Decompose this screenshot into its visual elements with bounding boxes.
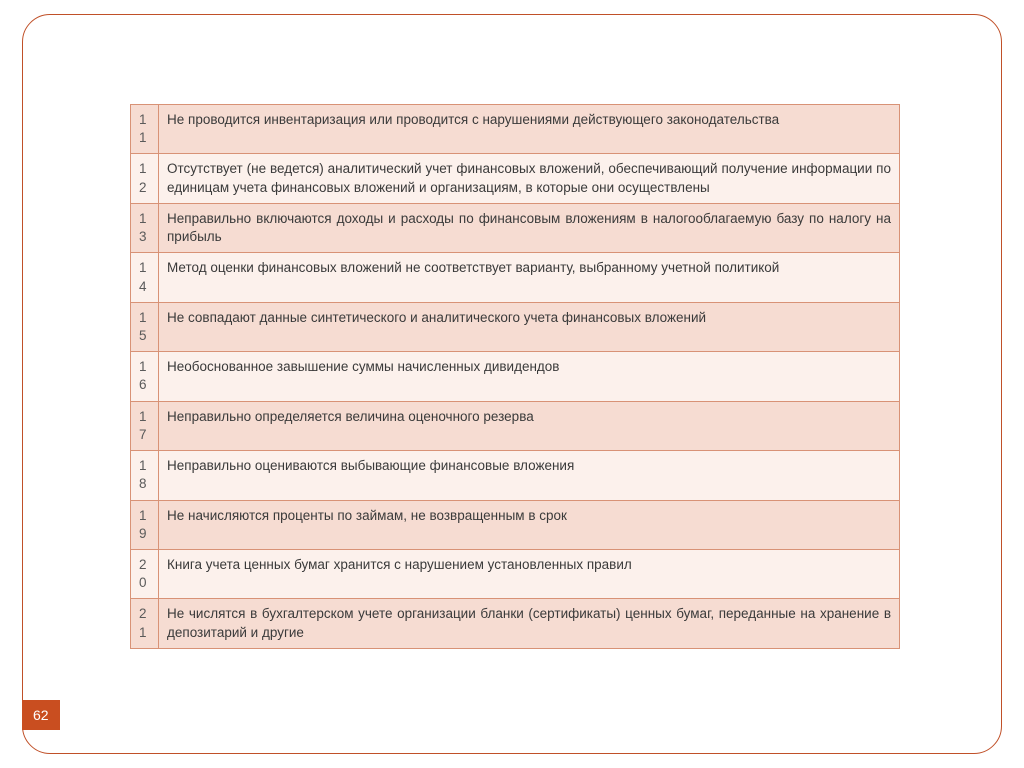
row-text: Неправильно определяется величина оценоч…: [159, 401, 900, 450]
table-row: 19 Не начисляются проценты по займам, не…: [131, 500, 900, 549]
table-row: 20 Книга учета ценных бумаг хранится с н…: [131, 549, 900, 598]
table-row: 16 Необоснованное завышение суммы начисл…: [131, 352, 900, 401]
row-number: 19: [131, 500, 159, 549]
table-row: 21 Не числятся в бухгалтерском учете орг…: [131, 599, 900, 648]
row-number: 18: [131, 451, 159, 500]
page-number-badge: 62: [22, 700, 60, 730]
table-container: 11 Не проводится инвентаризация или пров…: [130, 104, 900, 649]
row-number: 15: [131, 302, 159, 351]
row-text: Не совпадают данные синтетического и ана…: [159, 302, 900, 351]
slide: 11 Не проводится инвентаризация или пров…: [0, 0, 1024, 768]
row-number: 11: [131, 105, 159, 154]
row-number: 21: [131, 599, 159, 648]
row-text: Метод оценки финансовых вложений не соот…: [159, 253, 900, 302]
row-number: 16: [131, 352, 159, 401]
row-text: Не проводится инвентаризация или проводи…: [159, 105, 900, 154]
row-number: 14: [131, 253, 159, 302]
row-number: 17: [131, 401, 159, 450]
table-row: 17 Неправильно определяется величина оце…: [131, 401, 900, 450]
row-text: Необоснованное завышение суммы начисленн…: [159, 352, 900, 401]
row-text: Неправильно оцениваются выбывающие финан…: [159, 451, 900, 500]
table-row: 18 Неправильно оцениваются выбывающие фи…: [131, 451, 900, 500]
table-row: 15 Не совпадают данные синтетического и …: [131, 302, 900, 351]
row-text: Отсутствует (не ведется) аналитический у…: [159, 154, 900, 203]
row-text: Не начисляются проценты по займам, не во…: [159, 500, 900, 549]
table-body: 11 Не проводится инвентаризация или пров…: [131, 105, 900, 649]
row-text: Книга учета ценных бумаг хранится с нару…: [159, 549, 900, 598]
row-text: Неправильно включаются доходы и расходы …: [159, 203, 900, 252]
table-row: 12 Отсутствует (не ведется) аналитически…: [131, 154, 900, 203]
table-row: 11 Не проводится инвентаризация или пров…: [131, 105, 900, 154]
row-number: 13: [131, 203, 159, 252]
table-row: 13 Неправильно включаются доходы и расхо…: [131, 203, 900, 252]
row-number: 12: [131, 154, 159, 203]
row-text: Не числятся в бухгалтерском учете органи…: [159, 599, 900, 648]
table-row: 14 Метод оценки финансовых вложений не с…: [131, 253, 900, 302]
row-number: 20: [131, 549, 159, 598]
violations-table: 11 Не проводится инвентаризация или пров…: [130, 104, 900, 649]
